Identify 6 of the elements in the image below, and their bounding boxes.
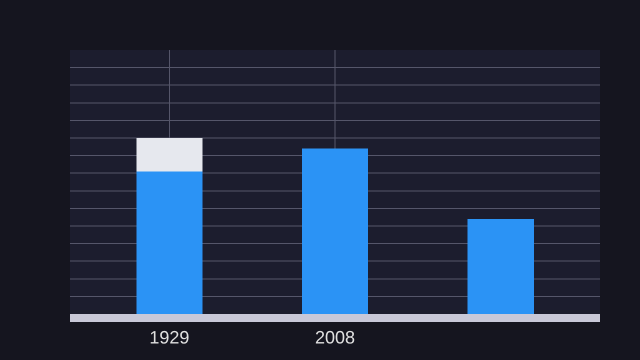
x-tick-label: 1929 [149, 328, 190, 348]
x-tick-label: 2008 [314, 328, 356, 348]
bar [302, 148, 368, 314]
bar [468, 218, 534, 314]
bar [136, 138, 202, 172]
bar [136, 171, 202, 314]
